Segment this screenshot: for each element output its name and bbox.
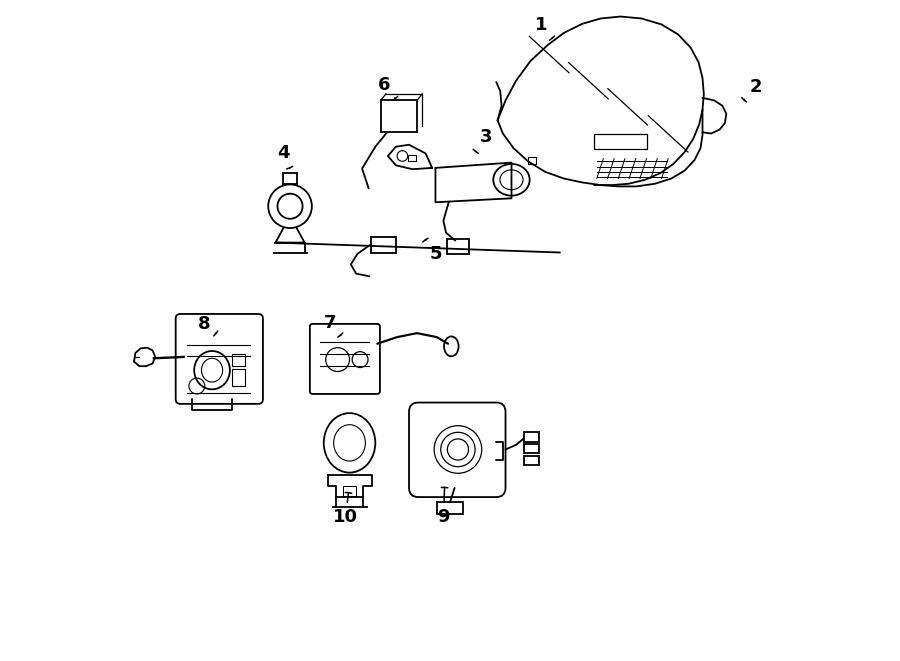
Bar [447,239,469,254]
Text: 4: 4 [277,144,292,169]
Text: 10: 10 [333,492,358,526]
Bar [371,237,396,253]
Bar [594,134,647,149]
Text: 3: 3 [473,128,492,153]
Text: 7: 7 [323,313,343,337]
Bar [381,100,417,132]
Text: 8: 8 [198,315,218,336]
Bar [524,456,538,465]
Bar [436,502,464,514]
Text: 6: 6 [378,75,398,100]
Bar [343,486,356,496]
Bar [232,369,245,386]
Bar [524,444,538,453]
Text: 9: 9 [437,487,450,526]
Bar [524,432,538,442]
Text: 2: 2 [742,78,761,102]
Text: 1: 1 [535,16,554,40]
Bar [232,354,245,366]
Text: 5: 5 [423,238,442,264]
